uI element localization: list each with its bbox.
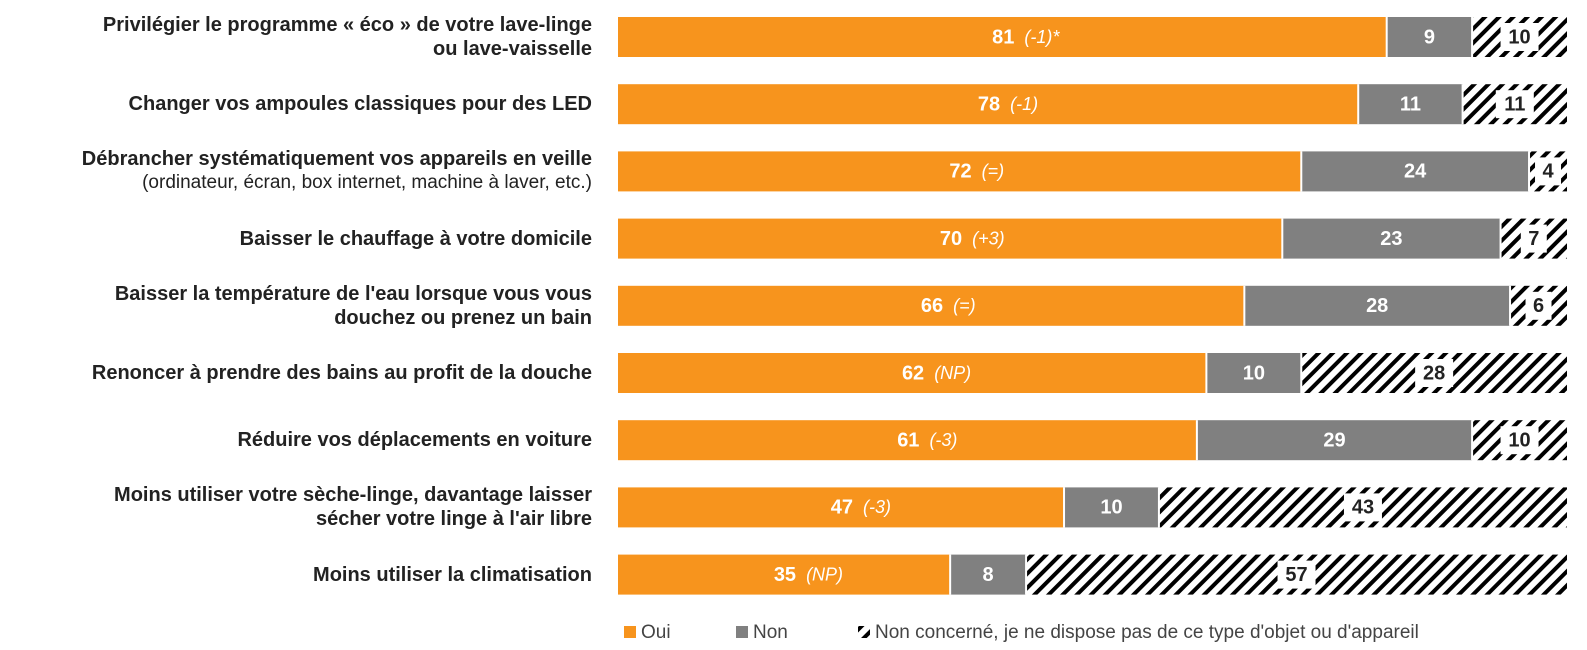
legend-swatch [858, 626, 870, 638]
legend-swatch [624, 626, 636, 638]
change-label: (-3) [929, 430, 957, 450]
value-label: 29 [1323, 429, 1345, 451]
legend-label: Non [753, 622, 788, 643]
category-label: Baisser la température de l'eau lorsque … [0, 282, 592, 330]
value-label: 23 [1380, 228, 1402, 250]
label-background [1535, 157, 1562, 186]
change-label: (+3) [972, 228, 1005, 248]
value-label: 10 [1100, 497, 1122, 519]
label-background [1277, 560, 1316, 589]
value-label: 9 [1424, 26, 1435, 48]
bar-segment [618, 487, 1065, 528]
category-label: Changer vos ampoules classiques pour des… [0, 92, 592, 116]
value-label: 8 [983, 564, 994, 586]
label-background [1520, 224, 1547, 253]
category-text: Changer vos ampoules classiques pour des… [128, 93, 592, 116]
change-label: (=) [982, 161, 1005, 181]
label-background [1415, 359, 1454, 387]
bar-segment [1282, 218, 1501, 259]
value-label: 35 [774, 564, 796, 586]
category-label: Baisser le chauffage à votre domicile [0, 227, 592, 251]
bar-segment [618, 17, 1387, 57]
bar-segment [618, 353, 1207, 393]
label-background [1525, 291, 1552, 320]
value-label: 10 [1508, 429, 1530, 451]
category-text: Moins utiliser la climatisation [313, 563, 592, 586]
value-label: 66 [921, 295, 943, 317]
bar-segment [618, 420, 1197, 461]
category-text: Baisser le chauffage à votre domicile [239, 227, 592, 250]
category-label: Moins utiliser la climatisation [0, 563, 592, 587]
value-label: 10 [1243, 362, 1265, 384]
category-label: Réduire vos déplacements en voiture [0, 428, 592, 452]
bar-segment [1386, 17, 1473, 57]
value-label: 47 [831, 497, 853, 519]
bar-segment [1358, 84, 1463, 125]
change-label: (-1)* [1024, 27, 1060, 47]
value-label: 62 [902, 362, 924, 384]
category-label: Moins utiliser votre sèche-linge, davant… [0, 483, 592, 531]
value-label: 43 [1352, 497, 1374, 519]
bar-segment [618, 554, 951, 595]
bar-segment [618, 84, 1359, 125]
value-label: 78 [978, 93, 1000, 115]
value-label: 28 [1423, 362, 1445, 384]
legend-label: Non concerné, je ne dispose pas de ce ty… [875, 622, 1419, 643]
bar-segment [618, 218, 1283, 259]
value-label: 28 [1366, 295, 1388, 317]
category-text: Débrancher systématiquement vos appareil… [81, 148, 592, 171]
value-label: 4 [1542, 161, 1554, 183]
bar-segment [1301, 151, 1530, 192]
category-text: Moins utiliser votre sèche-linge, davant… [114, 484, 592, 531]
category-note: (ordinateur, écran, box internet, machin… [142, 172, 592, 194]
value-label: 61 [897, 429, 919, 451]
label-background [1495, 90, 1534, 119]
change-label: (NP) [934, 363, 971, 383]
value-label: 10 [1508, 26, 1530, 48]
value-label: 11 [1400, 93, 1421, 115]
label-background [1343, 493, 1382, 522]
bar-segment [1196, 420, 1473, 461]
value-label: 11 [1504, 93, 1525, 115]
bar-segment [618, 285, 1245, 326]
change-label: (-1) [1010, 94, 1038, 114]
category-label: Privilégier le programme « éco » de votr… [0, 13, 592, 61]
value-label: 24 [1404, 161, 1427, 183]
label-background [1500, 23, 1539, 51]
legend-label: Oui [641, 622, 671, 643]
bar-segment [1064, 487, 1159, 528]
category-text: Privilégier le programme « éco » de votr… [102, 14, 592, 60]
category-label: Débrancher systématiquement vos appareil… [0, 147, 592, 195]
value-label: 6 [1533, 295, 1544, 317]
category-text: Réduire vos déplacements en voiture [237, 429, 592, 452]
label-background [1500, 426, 1539, 455]
value-label: 81 [992, 26, 1014, 48]
bar-segment [950, 554, 1027, 595]
value-label: 70 [940, 228, 962, 250]
bar-segment [1244, 285, 1511, 326]
value-label: 7 [1528, 228, 1539, 250]
change-label: (NP) [806, 564, 843, 584]
category-text: Renoncer à prendre des bains au profit d… [91, 362, 592, 384]
bar-segment [1206, 353, 1302, 393]
change-label: (-3) [863, 497, 891, 517]
value-label: 57 [1285, 564, 1307, 586]
value-label: 72 [949, 161, 971, 183]
legend-swatch [736, 626, 748, 638]
category-label: Renoncer à prendre des bains au profit d… [0, 361, 592, 385]
bar-segment [618, 151, 1302, 192]
change-label: (=) [953, 296, 976, 316]
category-text: Baisser la température de l'eau lorsque … [114, 282, 592, 329]
